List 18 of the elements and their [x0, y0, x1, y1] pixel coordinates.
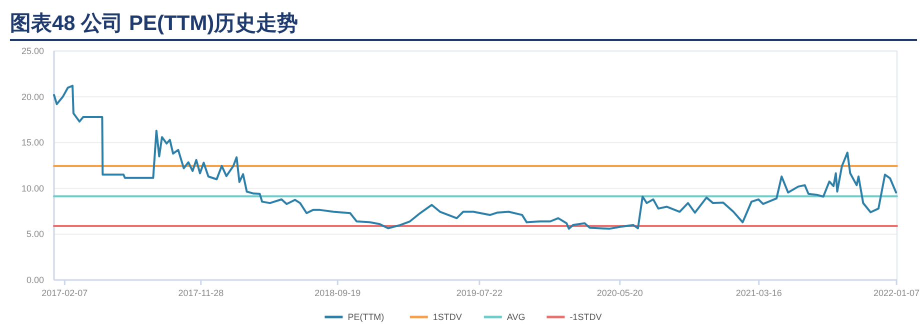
legend-label: PE(TTM)	[348, 312, 384, 322]
x-tick-label: 2017-11-28	[178, 288, 224, 298]
title: 图表48 公司 PE(TTM)历史走势	[10, 12, 298, 35]
x-tick-label: 2020-05-20	[596, 288, 643, 298]
legend-label: 1STDV	[432, 312, 462, 322]
y-tick-label: 10.00	[21, 183, 44, 194]
x-tick-label: 2022-01-07	[874, 288, 920, 298]
x-tick-label: 2018-09-19	[314, 288, 361, 298]
y-tick-label: 0.00	[26, 275, 44, 285]
y-tick-label: 5.00	[26, 229, 44, 240]
legend-label: AVG	[506, 312, 526, 322]
y-tick-label: 15.00	[21, 138, 44, 148]
legend-label: -1STDV	[570, 312, 602, 322]
y-tick-label: 20.00	[21, 92, 44, 102]
x-tick-label: 2021-03-16	[736, 288, 782, 298]
y-tick-label: 25.00	[21, 46, 44, 56]
x-tick-label: 2017-02-07	[42, 288, 88, 298]
x-tick-label: 2019-07-22	[456, 288, 502, 298]
